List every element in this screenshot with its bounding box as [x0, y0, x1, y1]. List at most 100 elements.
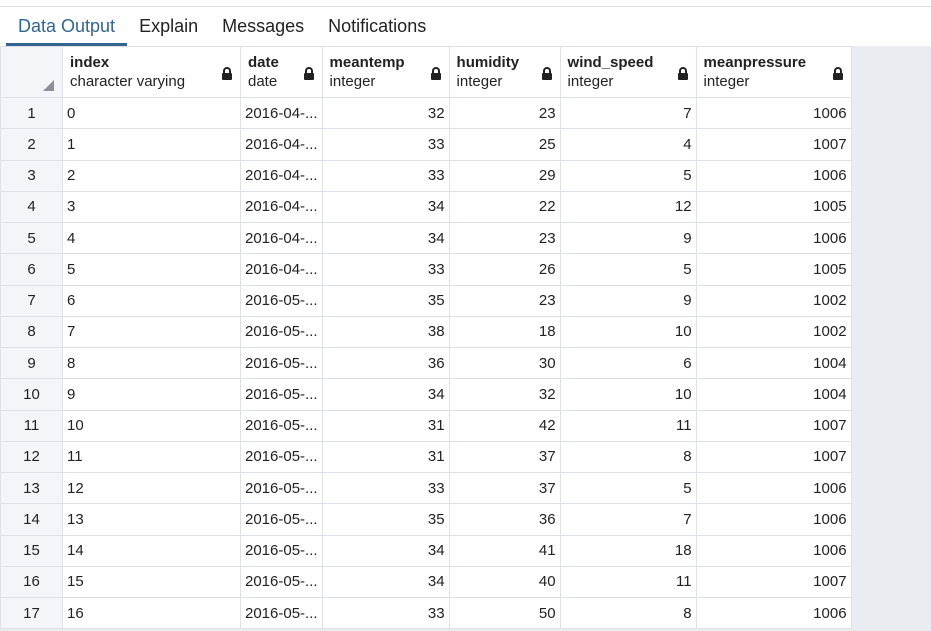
cell-humidity[interactable]: 23: [448, 96, 561, 130]
row-number[interactable]: 11: [0, 409, 63, 442]
cell-meantemp[interactable]: 33: [321, 471, 450, 505]
cell-meanpressure[interactable]: 1007: [695, 128, 852, 161]
cell-date[interactable]: 2016-05-...: [240, 565, 323, 599]
cell-wind-speed[interactable]: 11: [559, 409, 697, 442]
cell-meanpressure[interactable]: 1005: [695, 253, 852, 286]
column-header-humidity[interactable]: humidity integer: [448, 46, 561, 98]
cell-wind-speed[interactable]: 9: [559, 221, 697, 255]
cell-wind-speed[interactable]: 6: [559, 346, 697, 380]
cell-meanpressure[interactable]: 1006: [695, 159, 852, 192]
cell-index[interactable]: 10: [62, 409, 241, 442]
row-number[interactable]: 2: [0, 128, 63, 161]
row-number[interactable]: 15: [0, 534, 63, 567]
cell-humidity[interactable]: 50: [448, 596, 561, 630]
cell-wind-speed[interactable]: 9: [559, 284, 697, 317]
cell-date[interactable]: 2016-04-...: [240, 253, 323, 286]
column-header-meantemp[interactable]: meantemp integer: [321, 46, 450, 98]
cell-date[interactable]: 2016-04-...: [240, 159, 323, 192]
cell-humidity[interactable]: 30: [448, 346, 561, 380]
cell-meanpressure[interactable]: 1007: [695, 409, 852, 442]
cell-wind-speed[interactable]: 4: [559, 128, 697, 161]
cell-wind-speed[interactable]: 11: [559, 565, 697, 599]
cell-meantemp[interactable]: 36: [321, 346, 450, 380]
row-number[interactable]: 4: [0, 190, 63, 224]
cell-meantemp[interactable]: 32: [321, 96, 450, 130]
data-grid-area[interactable]: index character varying date date meante…: [0, 46, 931, 631]
cell-index[interactable]: 7: [62, 315, 241, 349]
cell-index[interactable]: 11: [62, 440, 241, 474]
cell-meanpressure[interactable]: 1006: [695, 596, 852, 630]
cell-index[interactable]: 13: [62, 503, 241, 536]
cell-wind-speed[interactable]: 7: [559, 503, 697, 536]
cell-meantemp[interactable]: 33: [321, 128, 450, 161]
row-number[interactable]: 1: [0, 96, 63, 130]
cell-meanpressure[interactable]: 1004: [695, 346, 852, 380]
cell-wind-speed[interactable]: 5: [559, 471, 697, 505]
cell-wind-speed[interactable]: 7: [559, 96, 697, 130]
cell-meantemp[interactable]: 34: [321, 221, 450, 255]
cell-meantemp[interactable]: 35: [321, 503, 450, 536]
cell-wind-speed[interactable]: 10: [559, 315, 697, 349]
cell-wind-speed[interactable]: 5: [559, 253, 697, 286]
row-number[interactable]: 8: [0, 315, 63, 349]
column-header-wind-speed[interactable]: wind_speed integer: [559, 46, 697, 98]
cell-meanpressure[interactable]: 1004: [695, 378, 852, 411]
cell-index[interactable]: 2: [62, 159, 241, 192]
cell-meantemp[interactable]: 34: [321, 378, 450, 411]
cell-meanpressure[interactable]: 1007: [695, 440, 852, 474]
cell-index[interactable]: 6: [62, 284, 241, 317]
cell-meanpressure[interactable]: 1002: [695, 284, 852, 317]
cell-meanpressure[interactable]: 1005: [695, 190, 852, 224]
cell-wind-speed[interactable]: 10: [559, 378, 697, 411]
cell-index[interactable]: 14: [62, 534, 241, 567]
cell-index[interactable]: 1: [62, 128, 241, 161]
cell-date[interactable]: 2016-05-...: [240, 471, 323, 505]
cell-meantemp[interactable]: 31: [321, 409, 450, 442]
cell-meantemp[interactable]: 35: [321, 284, 450, 317]
cell-humidity[interactable]: 25: [448, 128, 561, 161]
cell-humidity[interactable]: 18: [448, 315, 561, 349]
cell-meanpressure[interactable]: 1002: [695, 315, 852, 349]
cell-wind-speed[interactable]: 8: [559, 440, 697, 474]
cell-index[interactable]: 8: [62, 346, 241, 380]
cell-humidity[interactable]: 29: [448, 159, 561, 192]
cell-humidity[interactable]: 32: [448, 378, 561, 411]
cell-humidity[interactable]: 36: [448, 503, 561, 536]
cell-humidity[interactable]: 37: [448, 440, 561, 474]
row-number[interactable]: 6: [0, 253, 63, 286]
row-number[interactable]: 12: [0, 440, 63, 474]
cell-date[interactable]: 2016-05-...: [240, 534, 323, 567]
row-number[interactable]: 7: [0, 284, 63, 317]
cell-meantemp[interactable]: 34: [321, 534, 450, 567]
cell-meanpressure[interactable]: 1006: [695, 96, 852, 130]
row-number[interactable]: 13: [0, 471, 63, 505]
cell-index[interactable]: 5: [62, 253, 241, 286]
row-number[interactable]: 10: [0, 378, 63, 411]
row-number[interactable]: 17: [0, 596, 63, 630]
tab-notifications[interactable]: Notifications: [328, 16, 427, 36]
cell-meanpressure[interactable]: 1006: [695, 503, 852, 536]
cell-index[interactable]: 15: [62, 565, 241, 599]
row-number[interactable]: 14: [0, 503, 63, 536]
row-number[interactable]: 16: [0, 565, 63, 599]
cell-humidity[interactable]: 40: [448, 565, 561, 599]
cell-humidity[interactable]: 41: [448, 534, 561, 567]
cell-index[interactable]: 3: [62, 190, 241, 224]
cell-meantemp[interactable]: 33: [321, 253, 450, 286]
tab-data-output[interactable]: Data Output: [6, 7, 128, 46]
cell-date[interactable]: 2016-04-...: [240, 221, 323, 255]
cell-humidity[interactable]: 37: [448, 471, 561, 505]
row-number[interactable]: 5: [0, 221, 63, 255]
column-header-meanpressure[interactable]: meanpressure integer: [695, 46, 852, 98]
cell-meanpressure[interactable]: 1006: [695, 534, 852, 567]
select-all-corner[interactable]: [0, 46, 63, 98]
row-number[interactable]: 9: [0, 346, 63, 380]
cell-meantemp[interactable]: 33: [321, 596, 450, 630]
cell-meantemp[interactable]: 38: [321, 315, 450, 349]
cell-date[interactable]: 2016-05-...: [240, 596, 323, 630]
cell-humidity[interactable]: 22: [448, 190, 561, 224]
cell-date[interactable]: 2016-04-...: [240, 190, 323, 224]
cell-date[interactable]: 2016-05-...: [240, 315, 323, 349]
cell-index[interactable]: 12: [62, 471, 241, 505]
cell-humidity[interactable]: 42: [448, 409, 561, 442]
